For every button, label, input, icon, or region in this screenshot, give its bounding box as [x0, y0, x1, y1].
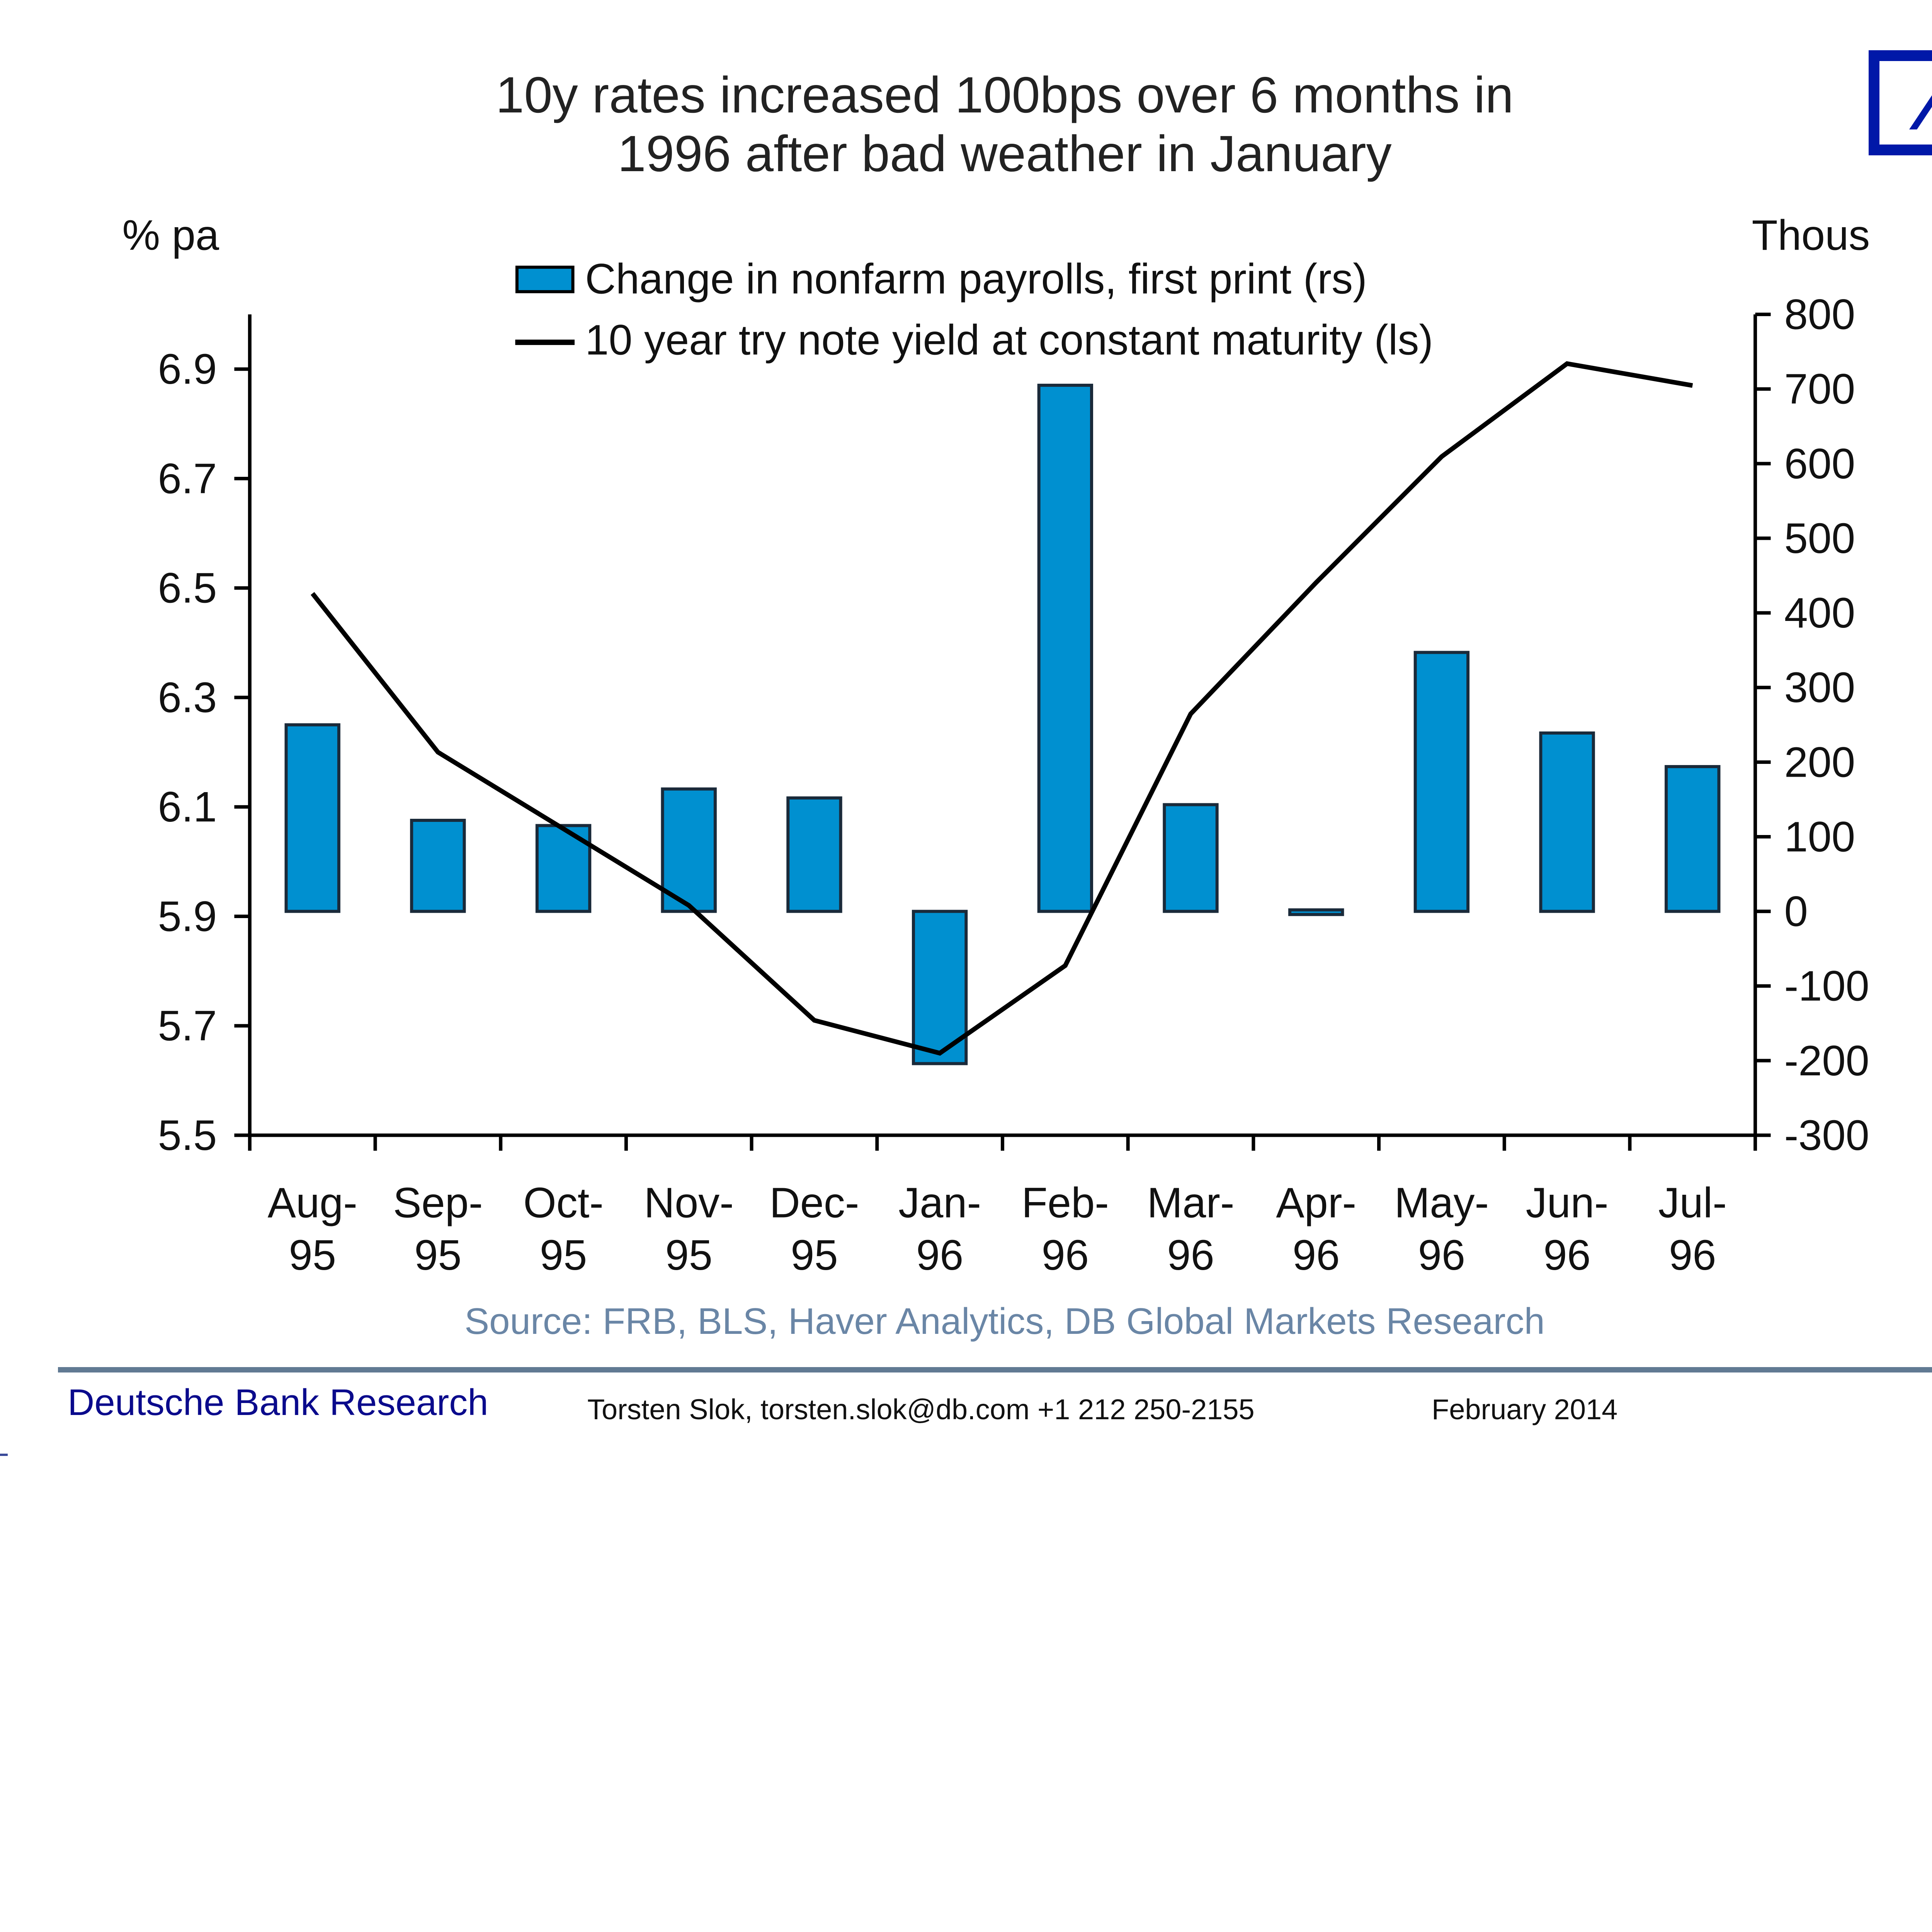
payroll-bar	[1163, 803, 1219, 913]
left-tick-label: 6.5	[158, 565, 217, 612]
right-tick-label: -200	[1784, 1037, 1869, 1085]
x-tick-label-month: Mar-	[1147, 1179, 1234, 1226]
right-tick-label: 400	[1784, 589, 1855, 637]
x-tick-label-month: Feb-	[1022, 1179, 1109, 1226]
right-tick-label: 0	[1784, 888, 1808, 935]
left-tick-label: 6.7	[158, 455, 217, 502]
right-tick-label: 200	[1784, 738, 1855, 786]
deutsche-bank-logo-icon	[1869, 50, 1932, 155]
title-line-1: 10y rates increased 100bps over 6 months…	[495, 66, 1514, 123]
legend-label-bar: Change in nonfarm payrolls, first print …	[585, 255, 1367, 303]
left-tick-label: 6.3	[158, 674, 217, 721]
right-tick-label: 100	[1784, 813, 1855, 861]
payroll-bar	[1037, 384, 1094, 913]
right-tick-label: 500	[1784, 515, 1855, 562]
x-tick-label-year: 95	[414, 1231, 461, 1279]
left-axis-label: % pa	[122, 211, 219, 259]
x-tick-label-month: Jun-	[1526, 1179, 1609, 1226]
payroll-bar	[1288, 908, 1344, 916]
left-tick-label: 5.5	[158, 1112, 217, 1159]
footer-contact: Torsten Slok, torsten.slok@db.com +1 212…	[587, 1393, 1255, 1425]
x-tick-label-year: 95	[791, 1231, 838, 1279]
x-tick-label-year: 96	[1543, 1231, 1590, 1279]
x-tick-label-month: Jan-	[898, 1179, 981, 1226]
payroll-bar	[786, 796, 842, 913]
chart-title: 10y rates increased 100bps over 6 months…	[348, 66, 1662, 183]
right-tick-label: -300	[1784, 1112, 1869, 1159]
x-tick-label-month: Jul-	[1658, 1179, 1727, 1226]
x-tick-label-year: 96	[1042, 1231, 1089, 1279]
x-tick-label-month: Dec-	[769, 1179, 859, 1226]
x-tick-label-year: 95	[289, 1231, 336, 1279]
x-tick-label-year: 95	[540, 1231, 587, 1279]
x-tick-label-year: 96	[916, 1231, 963, 1279]
right-tick-label: 600	[1784, 440, 1855, 488]
left-tick-label: 6.9	[158, 345, 217, 393]
x-tick-label-month: Sep-	[393, 1179, 483, 1226]
yield-line	[310, 361, 1693, 1056]
x-tick-label-year: 96	[1293, 1231, 1340, 1279]
payroll-bar	[661, 787, 717, 913]
left-tick-label: 5.9	[158, 893, 217, 940]
footer-divider	[58, 1367, 1932, 1372]
right-tick-label: 800	[1784, 291, 1855, 338]
payroll-bar	[1413, 651, 1470, 913]
payroll-bar	[410, 819, 466, 913]
stray-mark	[0, 1454, 8, 1456]
x-tick-label-month: Apr-	[1276, 1179, 1356, 1226]
left-tick-label: 5.7	[158, 1002, 217, 1050]
x-tick-label-year: 96	[1167, 1231, 1214, 1279]
legend-swatch-bar	[515, 265, 575, 293]
right-tick-label: -100	[1784, 963, 1869, 1010]
x-tick-label-month: Aug-	[268, 1179, 357, 1226]
x-tick-label-year: 96	[1418, 1231, 1465, 1279]
footer-date: February 2014	[1432, 1393, 1618, 1425]
x-tick-label-year: 95	[665, 1231, 713, 1279]
payroll-bar	[1665, 765, 1721, 913]
right-tick-label: 300	[1784, 664, 1855, 711]
x-tick-label-month: Oct-	[523, 1179, 604, 1226]
x-tick-label-year: 96	[1669, 1231, 1716, 1279]
source-note: Source: FRB, BLS, Haver Analytics, DB Gl…	[464, 1301, 1545, 1342]
right-axis-label: Thous	[1752, 211, 1870, 259]
payroll-bar	[284, 723, 340, 913]
x-tick-label-month: May-	[1395, 1179, 1489, 1226]
right-tick-label: 700	[1784, 366, 1855, 413]
title-line-2: 1996 after bad weather in January	[617, 125, 1392, 182]
x-tick-label-month: Nov-	[644, 1179, 734, 1226]
payroll-bar	[1539, 731, 1595, 913]
left-tick-label: 6.1	[158, 783, 217, 831]
footer-brand: Deutsche Bank Research	[68, 1382, 488, 1423]
legend-label-line: 10 year try note yield at constant matur…	[585, 316, 1433, 364]
